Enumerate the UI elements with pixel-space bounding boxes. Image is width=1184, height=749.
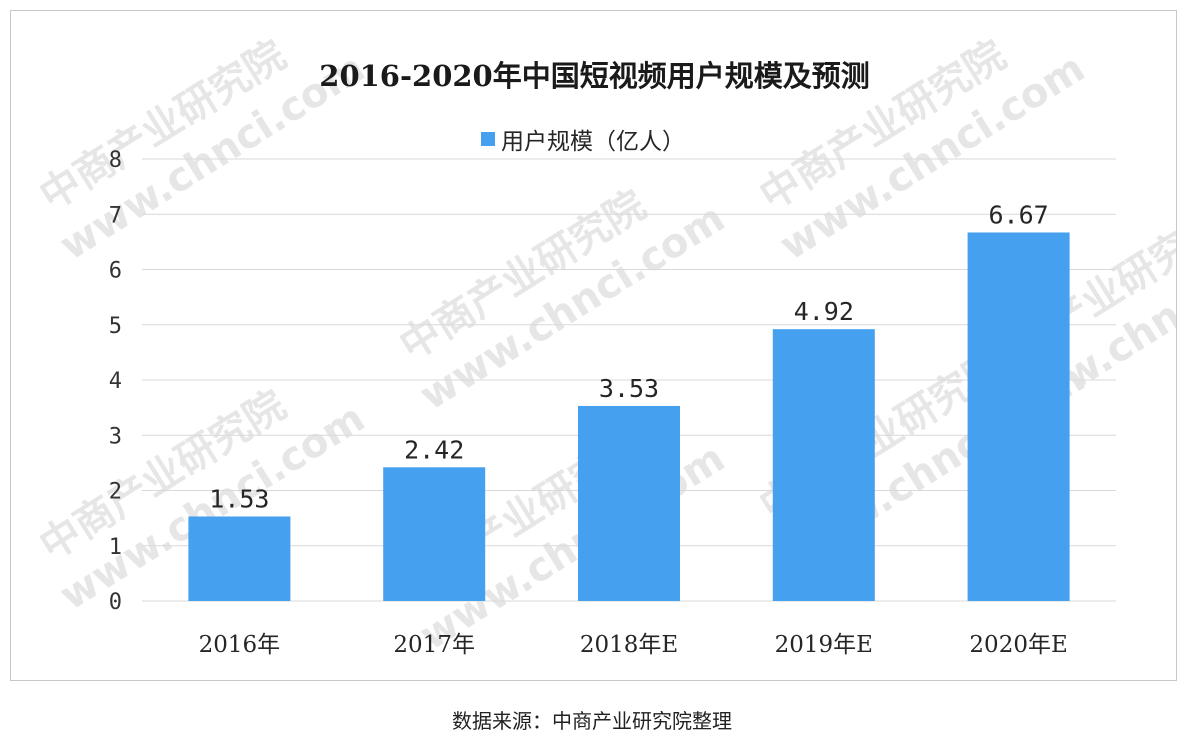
value-label: 1.53	[209, 484, 269, 513]
y-tick-label: 3	[109, 424, 122, 449]
y-tick-label: 7	[109, 203, 122, 228]
y-tick-label: 1	[109, 535, 122, 560]
x-tick-label: 2016年	[199, 632, 281, 658]
legend-label: 用户规模（亿人）	[501, 129, 685, 155]
value-label: 6.67	[988, 200, 1048, 229]
chart-plot: www.chnci.com中商产业研究院www.chnci.com中商产业研究院…	[32, 32, 1176, 659]
chart-frame: www.chnci.com 中商产业研究院 www.chnci.com 中商产业研究院…	[10, 10, 1177, 681]
x-tick-label: 2018年E	[580, 632, 678, 658]
value-label: 4.92	[794, 297, 854, 326]
bars	[188, 232, 1070, 602]
bar	[967, 232, 1070, 602]
y-tick-label: 8	[109, 148, 122, 173]
x-tick-label: 2019年E	[775, 632, 873, 658]
x-axis-labels: 2016年 2017年 2018年E 2019年E 2020年E	[199, 632, 1068, 658]
y-tick-label: 6	[109, 259, 122, 284]
y-tick-label: 0	[109, 590, 122, 615]
value-label: 2.42	[404, 435, 464, 464]
bar	[383, 467, 486, 601]
source-note: 数据来源：中商产业研究院整理	[452, 709, 732, 733]
legend-swatch	[481, 132, 495, 146]
bar	[772, 329, 875, 601]
x-tick-label: 2017年	[393, 632, 475, 658]
x-tick-label: 2020年E	[969, 632, 1067, 658]
bar	[578, 405, 680, 601]
value-labels: 1.53 2.42 3.53 4.92 6.67	[209, 200, 1048, 513]
bar	[188, 516, 291, 601]
y-tick-label: 2	[109, 480, 122, 505]
y-tick-label: 4	[109, 369, 122, 394]
y-tick-label: 5	[109, 314, 122, 339]
y-axis-ticks: 0 1 2 3 4 5 6 7 8	[109, 148, 122, 615]
value-label: 3.53	[599, 374, 659, 403]
chart-title: 2016-2020年中国短视频用户规模及预测	[319, 59, 870, 93]
legend: 用户规模（亿人）	[481, 124, 685, 155]
